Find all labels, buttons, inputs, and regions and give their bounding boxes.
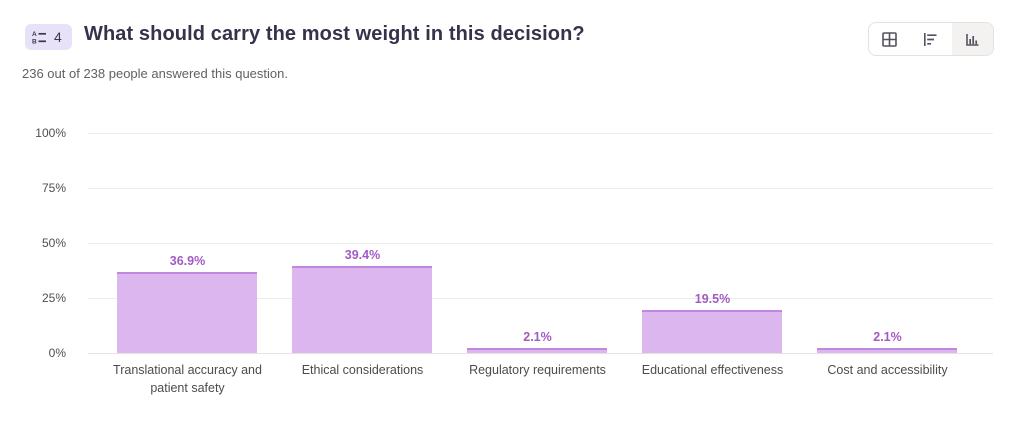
bar-chart-vertical-icon [966, 33, 979, 46]
bars: 36.9% 39.4% 2.1% 19.5% 2.1% [100, 133, 975, 353]
question-title: What should carry the most weight in thi… [84, 23, 585, 45]
table-view-button[interactable] [869, 23, 910, 55]
bar-value-label: 36.9% [169, 253, 206, 268]
y-tick-label: 100% [35, 126, 66, 140]
gridline [88, 298, 993, 299]
x-category-label: Ethical considerations [301, 363, 424, 377]
x-category-label: Cost and accessibility [827, 363, 948, 377]
bar-slot: 2.1% [450, 133, 625, 353]
y-tick-label: 75% [41, 181, 66, 195]
x-category-label: Regulatory requirements [469, 363, 606, 377]
bar-slot: 36.9% [100, 133, 275, 353]
gridline [88, 353, 993, 354]
x-category-label: Educational effectiveness [641, 363, 784, 377]
bar [817, 348, 957, 353]
bar-chart-horizontal-icon [924, 32, 937, 46]
svg-text:A: A [32, 31, 37, 38]
gridline [88, 243, 993, 244]
bar [292, 266, 432, 353]
question-number: 4 [54, 29, 62, 45]
vertical-bar-view-button[interactable] [951, 23, 993, 55]
bar [467, 348, 607, 353]
x-category-label: Translational accuracy and patient safet… [113, 363, 262, 395]
bar [117, 271, 257, 353]
response-count: 236 out of 238 people answered this ques… [22, 66, 288, 81]
gridline [88, 133, 993, 134]
bar-slot: 2.1% [800, 133, 975, 353]
choice-question-icon: A B [32, 31, 46, 45]
bar-value-label: 2.1% [873, 330, 902, 345]
horizontal-bar-view-button[interactable] [910, 23, 951, 55]
y-tick-label: 50% [41, 236, 66, 250]
question-number-badge: A B 4 [25, 24, 72, 50]
y-tick-label: 0% [48, 346, 66, 360]
bar-slot: 19.5% [625, 133, 800, 353]
svg-text:B: B [32, 38, 37, 45]
grid-icon [882, 31, 897, 47]
bar-slot: 39.4% [275, 133, 450, 353]
bar-value-label: 19.5% [694, 292, 731, 307]
view-toggle [868, 22, 994, 56]
bar-value-label: 2.1% [523, 330, 552, 345]
bar-value-label: 39.4% [344, 248, 381, 263]
gridline [88, 188, 993, 189]
x-axis-labels: Translational accuracy and patient safet… [100, 362, 975, 397]
y-tick-label: 25% [41, 291, 66, 305]
bar [642, 310, 782, 353]
